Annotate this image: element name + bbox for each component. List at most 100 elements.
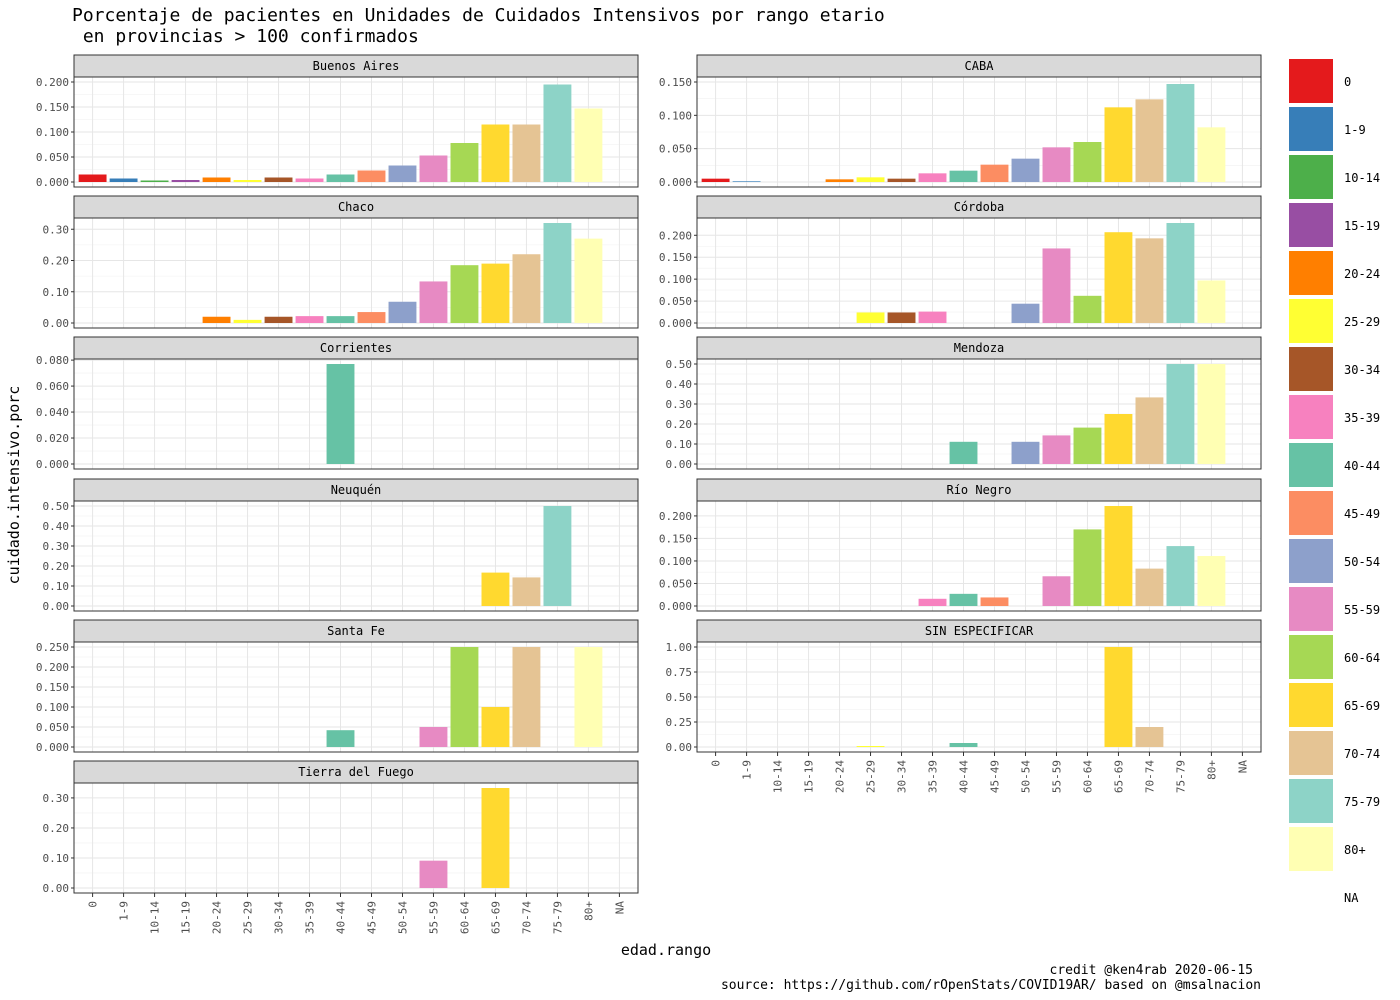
bars	[856, 223, 1226, 323]
bar-70-74	[1135, 568, 1164, 606]
legend-swatch	[1289, 827, 1333, 871]
panel-cordoba: Córdoba 0.000 0.050 0.100 0.150 0.200	[659, 195, 1262, 330]
bars	[701, 84, 1226, 182]
legend-label: 25-29	[1344, 315, 1380, 329]
bar-65-69	[481, 124, 510, 182]
panel-neuquen: Neuquén 0.00 0.10 0.20 0.30 0.40 0.50	[43, 478, 639, 613]
y-tick-label: 0.30	[43, 223, 70, 236]
y-tick-label: 0.20	[43, 822, 70, 835]
y-tick-label: 1.00	[666, 641, 693, 654]
y-tick-label: 0.150	[36, 681, 69, 694]
legend-swatch	[1289, 59, 1333, 103]
panel-mendoza: Mendoza 0.00 0.10 0.20 0.30 0.40 0.50	[666, 336, 1262, 471]
panel-border	[696, 358, 1262, 470]
bar-25-29	[233, 180, 262, 182]
bar-45-49	[980, 597, 1009, 606]
panel-chaco: Chaco 0.00 0.10 0.20 0.30	[43, 195, 639, 330]
y-tick-label: 0.050	[659, 295, 692, 308]
bar-45-49	[357, 312, 386, 323]
x-tick-label: NA	[1236, 760, 1249, 774]
y-tick-label: 0.200	[36, 661, 69, 674]
y-tick-label: 0.150	[659, 76, 692, 89]
bar-50-54	[388, 165, 417, 182]
bar-50-54	[1011, 303, 1040, 323]
bar-1-9	[732, 181, 761, 182]
bar-20-24	[825, 179, 854, 182]
bar-50-54	[1011, 158, 1040, 182]
bars	[481, 506, 572, 606]
legend-item-10-14: 10-14	[1289, 155, 1380, 199]
y-tick-label: 0.200	[659, 510, 692, 523]
y-tick-label: 0.10	[666, 438, 693, 451]
bar-75-79	[543, 223, 572, 323]
facet-panels: Buenos Aires0.0000.0500.1000.1500.200CAB…	[36, 54, 1262, 895]
x-tick-label: 60-64	[1081, 760, 1094, 793]
y-tick-label: 0.40	[666, 378, 693, 391]
legend-item-1-9: 1-9	[1289, 107, 1366, 151]
x-tick-label: 40-44	[958, 760, 971, 793]
bar-20-24	[202, 316, 231, 323]
legend-swatch	[1289, 683, 1333, 727]
y-tick-label: 0.50	[666, 358, 693, 371]
bar-65-69	[481, 707, 510, 747]
y-tick-label: 0.20	[43, 255, 70, 268]
caption-source: source: https://github.com/rOpenStats/CO…	[721, 978, 1261, 993]
panel-strip-label: Neuquén	[331, 483, 382, 497]
bar-80	[574, 647, 603, 747]
y-tick-label: 0.00	[43, 317, 70, 330]
panel-border	[73, 782, 639, 894]
bar-0	[78, 174, 107, 182]
panel-background	[74, 359, 638, 469]
y-tick-label: 0.25	[666, 716, 693, 729]
bar-1-9	[109, 178, 138, 182]
legend-label: 30-34	[1344, 363, 1380, 377]
legend-item-70-74: 70-74	[1289, 731, 1380, 775]
bar-35-39	[918, 173, 947, 182]
legend: 0 1-9 10-14 15-19 20-24 25-29 30-34 35-39 40-44 4…	[1289, 59, 1380, 905]
x-tick-label: 65-69	[489, 901, 502, 934]
legend-label: 60-64	[1344, 651, 1380, 665]
bar-65-69	[1104, 506, 1133, 606]
legend-swatch	[1289, 203, 1333, 247]
x-tick-label: 15-19	[803, 760, 816, 793]
y-tick-label: 0.250	[36, 641, 69, 654]
legend-item-25-29: 25-29	[1289, 299, 1380, 343]
legend-swatch	[1289, 251, 1333, 295]
panel-border	[73, 217, 639, 329]
legend-item-45-49: 45-49	[1289, 491, 1380, 535]
y-tick-label: 0.20	[43, 560, 70, 573]
x-tick-label: 10-14	[149, 901, 162, 934]
legend-item-15-19: 15-19	[1289, 203, 1380, 247]
x-tick-label: 10-14	[772, 760, 785, 793]
y-tick-label: 0.060	[36, 380, 69, 393]
bar-70-74	[1135, 397, 1164, 464]
bar-10-14	[140, 180, 169, 182]
y-tick-label: 0.200	[659, 229, 692, 242]
bar-70-74	[1135, 238, 1164, 323]
bar-50-54	[1011, 441, 1040, 464]
bar-60-64	[1073, 529, 1102, 606]
x-tick-label: 70-74	[520, 901, 533, 934]
bar-55-59	[1042, 248, 1071, 323]
legend-swatch	[1289, 107, 1333, 151]
y-tick-label: 0.000	[659, 317, 692, 330]
legend-label: 15-19	[1344, 219, 1380, 233]
bar-55-59	[419, 860, 448, 888]
y-tick-label: 0.000	[659, 600, 692, 613]
y-tick-label: 0.000	[36, 176, 69, 189]
bar-25-29	[856, 746, 885, 747]
bar-80	[1197, 556, 1226, 606]
y-tick-label: 0.150	[659, 532, 692, 545]
x-axis: 0 1-9 10-14 15-19 20-24 25-29 30-34 35-39 40-44 4…	[710, 752, 1249, 793]
bar-80	[1197, 364, 1226, 464]
panel-tierra-del-fuego: Tierra del Fuego 0.00 0.10 0.20 0.30	[43, 760, 639, 895]
bar-75-79	[543, 506, 572, 606]
bar-55-59	[1042, 435, 1071, 464]
legend-item-65-69: 65-69	[1289, 683, 1380, 727]
panel-background	[74, 783, 638, 893]
panel-caba: CABA 0.000 0.050 0.100 0.150	[659, 54, 1262, 189]
legend-label: 45-49	[1344, 507, 1380, 521]
legend-label: 50-54	[1344, 555, 1380, 569]
x-tick-label: 20-24	[834, 760, 847, 793]
